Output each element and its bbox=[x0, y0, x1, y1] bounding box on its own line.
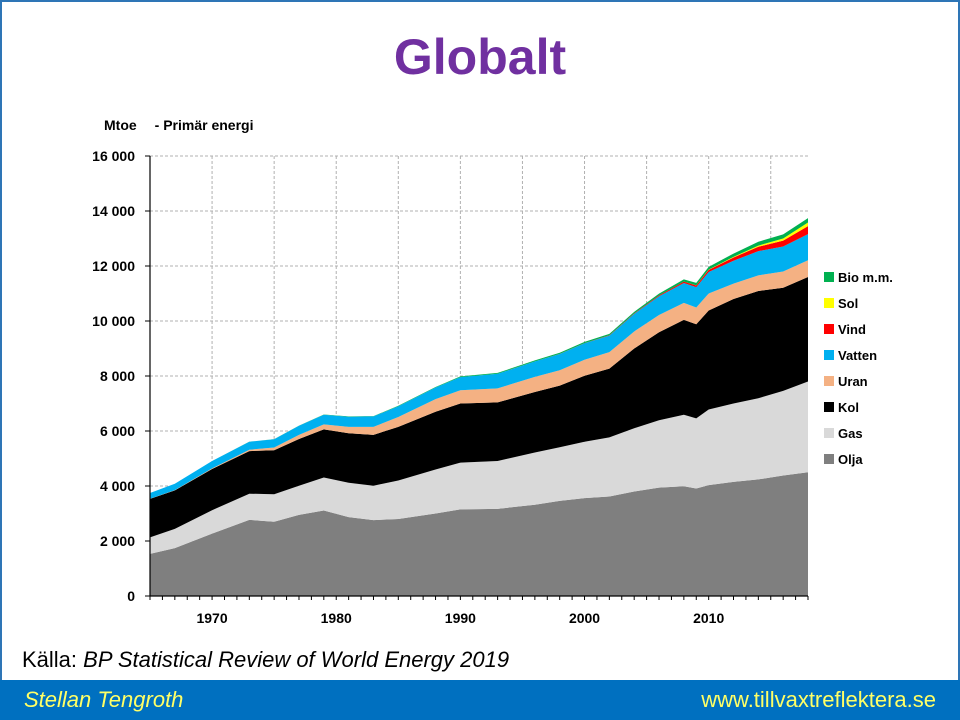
y-tick-label: 2 000 bbox=[100, 533, 135, 549]
legend-swatch-olja bbox=[824, 454, 834, 464]
legend-label: Olja bbox=[838, 452, 863, 467]
stacked-area-chart: 0 2 000 4 000 6 000 8 000 10 000 12 000 14 000 1… bbox=[92, 148, 893, 626]
source-line: Källa: BP Statistical Review of World En… bbox=[22, 647, 509, 673]
x-tick-label: 2000 bbox=[569, 610, 600, 626]
unit-sublabel: - Primär energi bbox=[154, 117, 254, 133]
source-text: BP Statistical Review of World Energy 20… bbox=[83, 647, 510, 672]
author-name: Stellan Tengroth bbox=[24, 687, 184, 712]
y-tick-label: 14 000 bbox=[92, 203, 135, 219]
legend-swatch-uran bbox=[824, 376, 834, 386]
y-tick-label: 0 bbox=[127, 588, 135, 604]
legend-label: Sol bbox=[838, 296, 858, 311]
legend-label: Vind bbox=[838, 322, 866, 337]
x-tick-label: 1980 bbox=[321, 610, 352, 626]
legend-swatch-bio-m-m- bbox=[824, 272, 834, 282]
legend-swatch-kol bbox=[824, 402, 834, 412]
legend-label: Bio m.m. bbox=[838, 270, 893, 285]
legend-swatch-gas bbox=[824, 428, 834, 438]
footer-bar: Stellan Tengroth www.tillvaxtreflektera.… bbox=[0, 680, 960, 720]
y-tick-label: 16 000 bbox=[92, 148, 135, 164]
legend-swatch-vatten bbox=[824, 350, 834, 360]
y-tick-label: 12 000 bbox=[92, 258, 135, 274]
area-series-olja bbox=[150, 472, 808, 596]
legend-label: Gas bbox=[838, 426, 863, 441]
slide-title: Globalt bbox=[393, 29, 567, 85]
y-axis-unit-label: Mtoe - Primär energi bbox=[104, 117, 254, 133]
source-prefix: Källa: bbox=[22, 647, 78, 672]
y-tick-label: 8 000 bbox=[100, 368, 135, 384]
legend-swatch-vind bbox=[824, 324, 834, 334]
y-tick-label: 6 000 bbox=[100, 423, 135, 439]
x-tick-label: 1970 bbox=[196, 610, 227, 626]
y-tick-label: 10 000 bbox=[92, 313, 135, 329]
x-tick-label: 2010 bbox=[693, 610, 724, 626]
area-series-uran bbox=[150, 260, 808, 499]
legend-label: Vatten bbox=[838, 348, 877, 363]
unit-label: Mtoe bbox=[104, 117, 137, 133]
legend-label: Kol bbox=[838, 400, 859, 415]
area-series-gas bbox=[150, 381, 808, 554]
legend-label: Uran bbox=[838, 374, 868, 389]
area-series-kol bbox=[150, 277, 808, 538]
website-link[interactable]: www.tillvaxtreflektera.se bbox=[701, 687, 936, 712]
legend-swatch-sol bbox=[824, 298, 834, 308]
x-tick-label: 1990 bbox=[445, 610, 476, 626]
y-tick-label: 4 000 bbox=[100, 478, 135, 494]
area-series-vatten bbox=[150, 234, 808, 499]
